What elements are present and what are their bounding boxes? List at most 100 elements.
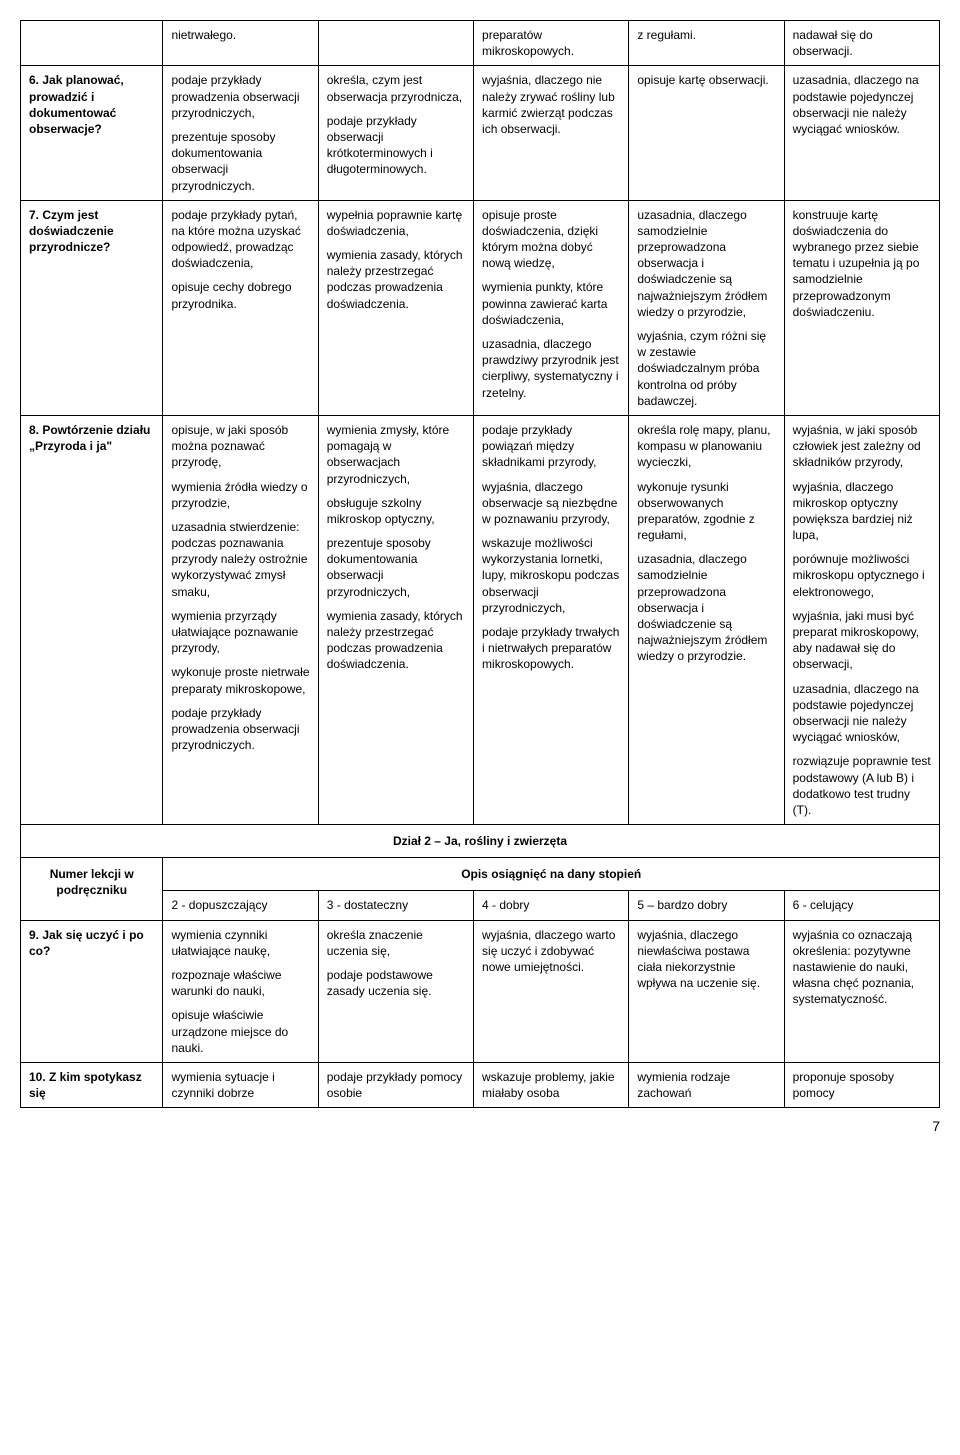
table-cell: wskazuje problemy, jakie miałaby osoba bbox=[474, 1062, 629, 1107]
cell-paragraph: wyjaśnia, dlaczego niewłaściwa postawa c… bbox=[637, 927, 775, 992]
table-row: nietrwałego. preparatów mikroskopowych. z … bbox=[21, 21, 940, 66]
cell-paragraph: wymienia sytuacje i czynniki dobrze bbox=[171, 1069, 309, 1101]
opis-header-row: Numer lekcji w podręcznikuOpis osiągnięć… bbox=[21, 858, 940, 891]
grade-cell: 6 - celujący bbox=[784, 891, 939, 920]
row-label: 10. Z kim spotykasz się bbox=[21, 1062, 163, 1107]
cell-paragraph: wyjaśnia, dlaczego warto się uczyć i zdo… bbox=[482, 927, 620, 976]
table-cell: podaje przykłady prowadzenia obserwacji … bbox=[163, 66, 318, 200]
table-cell: nietrwałego. bbox=[163, 21, 318, 66]
row-label bbox=[21, 21, 163, 66]
cell-paragraph: wyjaśnia, w jaki sposób człowiek jest za… bbox=[793, 422, 931, 471]
cell-paragraph: wymienia zmysły, które pomagają w obserw… bbox=[327, 422, 465, 487]
cell-paragraph: określa znaczenie uczenia się, bbox=[327, 927, 465, 959]
section-header-row: Dział 2 – Ja, rośliny i zwierzęta bbox=[21, 825, 940, 858]
table-cell: wymienia sytuacje i czynniki dobrze bbox=[163, 1062, 318, 1107]
table-cell: wyjaśnia, dlaczego warto się uczyć i zdo… bbox=[474, 920, 629, 1062]
table-cell: konstruuje kartę doświadczenia do wybran… bbox=[784, 200, 939, 415]
page-number: 7 bbox=[20, 1118, 940, 1134]
row-label: 6. Jak planować, prowadzić i dokumentowa… bbox=[21, 66, 163, 200]
cell-paragraph: podaje przykłady pytań, na które można u… bbox=[171, 207, 309, 272]
grade-cell: 4 - dobry bbox=[474, 891, 629, 920]
table-row: 9. Jak się uczyć i po co? wymienia czynni… bbox=[21, 920, 940, 1062]
cell-paragraph: wymienia źródła wiedzy o przyrodzie, bbox=[171, 479, 309, 511]
table-cell: podaje przykłady pomocy osobie bbox=[318, 1062, 473, 1107]
cell-paragraph: opisuje cechy dobrego przyrodnika. bbox=[171, 279, 309, 311]
cell-paragraph: obsługuje szkolny mikroskop optyczny, bbox=[327, 495, 465, 527]
cell-paragraph: opisuje proste doświadczenia, dzięki któ… bbox=[482, 207, 620, 272]
table-cell: uzasadnia, dlaczego na podstawie pojedyn… bbox=[784, 66, 939, 200]
cell-paragraph: uzasadnia, dlaczego samodzielnie przepro… bbox=[637, 551, 775, 664]
label-text: 9. Jak się uczyć i po co? bbox=[29, 928, 144, 958]
cell-paragraph: opisuje właściwie urządzone miejsce do n… bbox=[171, 1007, 309, 1056]
curriculum-table: nietrwałego. preparatów mikroskopowych. z … bbox=[20, 20, 940, 1108]
cell-paragraph: konstruuje kartę doświadczenia do wybran… bbox=[793, 207, 931, 320]
numer-lekcji-label: Numer lekcji w podręczniku bbox=[21, 858, 163, 920]
cell-paragraph: wskazuje możliwości wykorzystania lornet… bbox=[482, 535, 620, 616]
cell-paragraph: podaje przykłady powiązań między składni… bbox=[482, 422, 620, 471]
cell-paragraph: porównuje możliwości mikroskopu optyczne… bbox=[793, 551, 931, 600]
table-cell: preparatów mikroskopowych. bbox=[474, 21, 629, 66]
grade-cell: 5 – bardzo dobry bbox=[629, 891, 784, 920]
cell-paragraph: wymienia zasady, których należy przestrz… bbox=[327, 247, 465, 312]
table-cell: określa, czym jest obserwacja przyrodnic… bbox=[318, 66, 473, 200]
table-cell: nadawał się do obserwacji. bbox=[784, 21, 939, 66]
table-cell: wymienia rodzaje zachowań bbox=[629, 1062, 784, 1107]
section-title: Dział 2 – Ja, rośliny i zwierzęta bbox=[21, 825, 940, 858]
cell-paragraph: nietrwałego. bbox=[171, 27, 309, 43]
table-cell: opisuje proste doświadczenia, dzięki któ… bbox=[474, 200, 629, 415]
cell-paragraph: wyjaśnia, jaki musi być preparat mikrosk… bbox=[793, 608, 931, 673]
row-label: 9. Jak się uczyć i po co? bbox=[21, 920, 163, 1062]
cell-paragraph: uzasadnia, dlaczego na podstawie pojedyn… bbox=[793, 681, 931, 746]
table-cell: podaje przykłady pytań, na które można u… bbox=[163, 200, 318, 415]
table-cell: wyjaśnia, dlaczego nie należy zrywać roś… bbox=[474, 66, 629, 200]
cell-paragraph: proponuje sposoby pomocy bbox=[793, 1069, 931, 1101]
label-text: 8. Powtórzenie działu „Przyroda i ja" bbox=[29, 423, 150, 453]
cell-paragraph: prezentuje sposoby dokumentowania obserw… bbox=[171, 129, 309, 194]
label-text: 7. Czym jest doświadczenie przyrodnicze? bbox=[29, 208, 114, 254]
cell-paragraph: wykonuje rysunki obserwowanych preparató… bbox=[637, 479, 775, 544]
cell-paragraph: podaje przykłady prowadzenia obserwacji … bbox=[171, 705, 309, 754]
cell-paragraph: preparatów mikroskopowych. bbox=[482, 27, 620, 59]
cell-paragraph: opisuje, w jaki sposób można poznawać pr… bbox=[171, 422, 309, 471]
cell-paragraph: uzasadnia, dlaczego na podstawie pojedyn… bbox=[793, 72, 931, 137]
cell-paragraph: wypełnia poprawnie kartę doświadczenia, bbox=[327, 207, 465, 239]
cell-paragraph: wyjaśnia, czym różni się w zestawie dośw… bbox=[637, 328, 775, 409]
table-cell: wymienia zmysły, które pomagają w obserw… bbox=[318, 415, 473, 824]
table-cell: uzasadnia, dlaczego samodzielnie przepro… bbox=[629, 200, 784, 415]
table-row: 10. Z kim spotykasz się wymienia sytuacje… bbox=[21, 1062, 940, 1107]
table-cell: wyjaśnia co oznaczają określenia: pozyty… bbox=[784, 920, 939, 1062]
cell-paragraph: wyjaśnia, dlaczego obserwacje są niezbęd… bbox=[482, 479, 620, 528]
cell-paragraph: wyjaśnia, dlaczego mikroskop optyczny po… bbox=[793, 479, 931, 544]
cell-paragraph: podaje przykłady prowadzenia obserwacji … bbox=[171, 72, 309, 121]
table-cell: określa rolę mapy, planu, kompasu w plan… bbox=[629, 415, 784, 824]
cell-paragraph: wymienia punkty, które powinna zawierać … bbox=[482, 279, 620, 328]
cell-paragraph: wyjaśnia co oznaczają określenia: pozyty… bbox=[793, 927, 931, 1008]
cell-paragraph: podaje przykłady trwałych i nietrwałych … bbox=[482, 624, 620, 673]
table-cell: wyjaśnia, dlaczego niewłaściwa postawa c… bbox=[629, 920, 784, 1062]
table-cell: z regułami. bbox=[629, 21, 784, 66]
cell-paragraph: określa, czym jest obserwacja przyrodnic… bbox=[327, 72, 465, 104]
table-cell bbox=[318, 21, 473, 66]
label-text: 10. Z kim spotykasz się bbox=[29, 1070, 142, 1100]
cell-paragraph: wymienia rodzaje zachowań bbox=[637, 1069, 775, 1101]
row-label: 7. Czym jest doświadczenie przyrodnicze? bbox=[21, 200, 163, 415]
cell-paragraph: podaje przykłady obserwacji krótkotermin… bbox=[327, 113, 465, 178]
table-row: 6. Jak planować, prowadzić i dokumentowa… bbox=[21, 66, 940, 200]
cell-paragraph: uzasadnia, dlaczego prawdziwy przyrodnik… bbox=[482, 336, 620, 401]
cell-paragraph: uzasadnia, dlaczego samodzielnie przepro… bbox=[637, 207, 775, 320]
cell-paragraph: wymienia czynniki ułatwiające naukę, bbox=[171, 927, 309, 959]
cell-paragraph: wymienia przyrządy ułatwiające poznawani… bbox=[171, 608, 309, 657]
table-cell: podaje przykłady powiązań między składni… bbox=[474, 415, 629, 824]
table-cell: określa znaczenie uczenia się,podaje pod… bbox=[318, 920, 473, 1062]
cell-paragraph: opisuje kartę obserwacji. bbox=[637, 72, 775, 88]
table-cell: wypełnia poprawnie kartę doświadczenia, w… bbox=[318, 200, 473, 415]
row-label: 8. Powtórzenie działu „Przyroda i ja" bbox=[21, 415, 163, 824]
table-row: 7. Czym jest doświadczenie przyrodnicze?… bbox=[21, 200, 940, 415]
label-text: 6. Jak planować, prowadzić i dokumentowa… bbox=[29, 73, 124, 136]
table-row: 8. Powtórzenie działu „Przyroda i ja" opi… bbox=[21, 415, 940, 824]
cell-paragraph: podaje przykłady pomocy osobie bbox=[327, 1069, 465, 1101]
cell-paragraph: rozpoznaje właściwe warunki do nauki, bbox=[171, 967, 309, 999]
cell-paragraph: uzasadnia stwierdzenie: podczas poznawan… bbox=[171, 519, 309, 600]
table-cell: opisuje, w jaki sposób można poznawać pr… bbox=[163, 415, 318, 824]
cell-paragraph: wymienia zasady, których należy przestrz… bbox=[327, 608, 465, 673]
